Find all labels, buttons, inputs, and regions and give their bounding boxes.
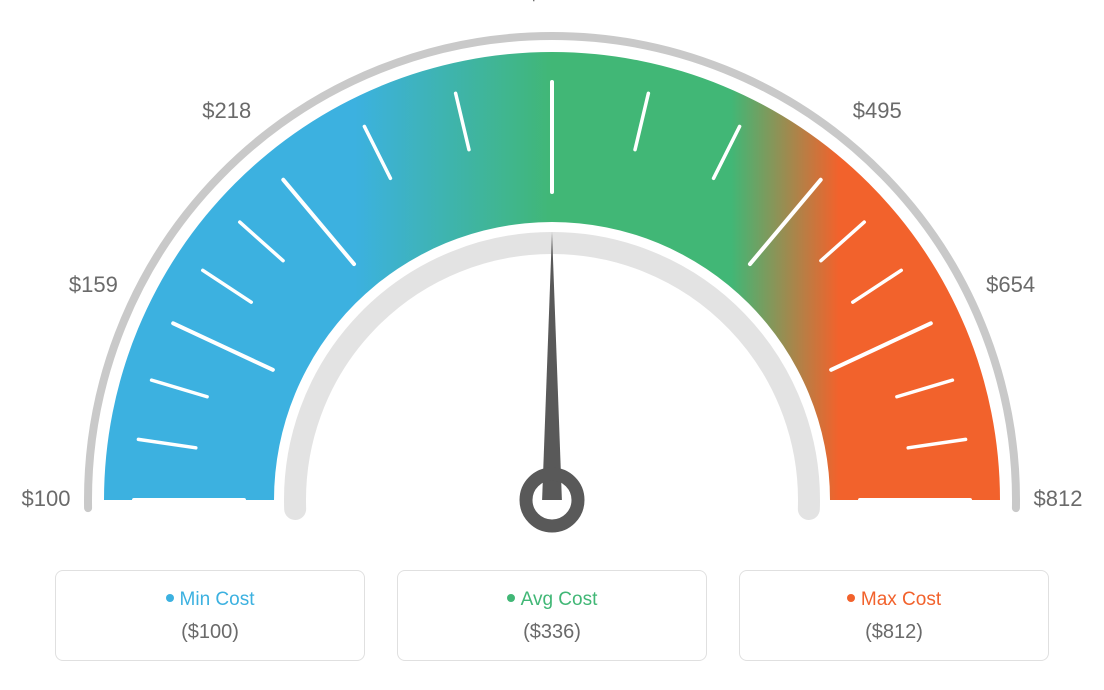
gauge-chart: $100 $159 $218 $336 $495 $654 $812 bbox=[0, 0, 1104, 560]
dot-min bbox=[166, 594, 174, 602]
legend-label-min-text: Min Cost bbox=[180, 589, 255, 610]
legend-label-max: Max Cost bbox=[750, 589, 1038, 611]
legend-value-max: ($812) bbox=[750, 621, 1038, 644]
svg-text:$812: $812 bbox=[1034, 486, 1083, 511]
legend-card-min: Min Cost ($100) bbox=[55, 570, 365, 661]
legend-label-avg: Avg Cost bbox=[408, 589, 696, 611]
dot-avg bbox=[507, 594, 515, 602]
legend-label-max-text: Max Cost bbox=[861, 589, 941, 610]
legend-value-avg: ($336) bbox=[408, 621, 696, 644]
legend-label-min: Min Cost bbox=[66, 589, 354, 611]
svg-text:$495: $495 bbox=[853, 98, 902, 123]
legend-value-min: ($100) bbox=[66, 621, 354, 644]
svg-text:$654: $654 bbox=[986, 272, 1035, 297]
svg-text:$336: $336 bbox=[528, 0, 577, 5]
legend-card-max: Max Cost ($812) bbox=[739, 570, 1049, 661]
svg-text:$159: $159 bbox=[69, 272, 118, 297]
legend-label-avg-text: Avg Cost bbox=[521, 589, 598, 610]
svg-text:$100: $100 bbox=[22, 486, 71, 511]
legend-card-avg: Avg Cost ($336) bbox=[397, 570, 707, 661]
chart-container: $100 $159 $218 $336 $495 $654 $812 Min Cost ($… bbox=[0, 0, 1104, 690]
dot-max bbox=[847, 594, 855, 602]
legend-row: Min Cost ($100) Avg Cost ($336) Max Cost… bbox=[0, 570, 1104, 661]
svg-text:$218: $218 bbox=[202, 98, 251, 123]
gauge-svg: $100 $159 $218 $336 $495 $654 $812 bbox=[0, 0, 1104, 560]
